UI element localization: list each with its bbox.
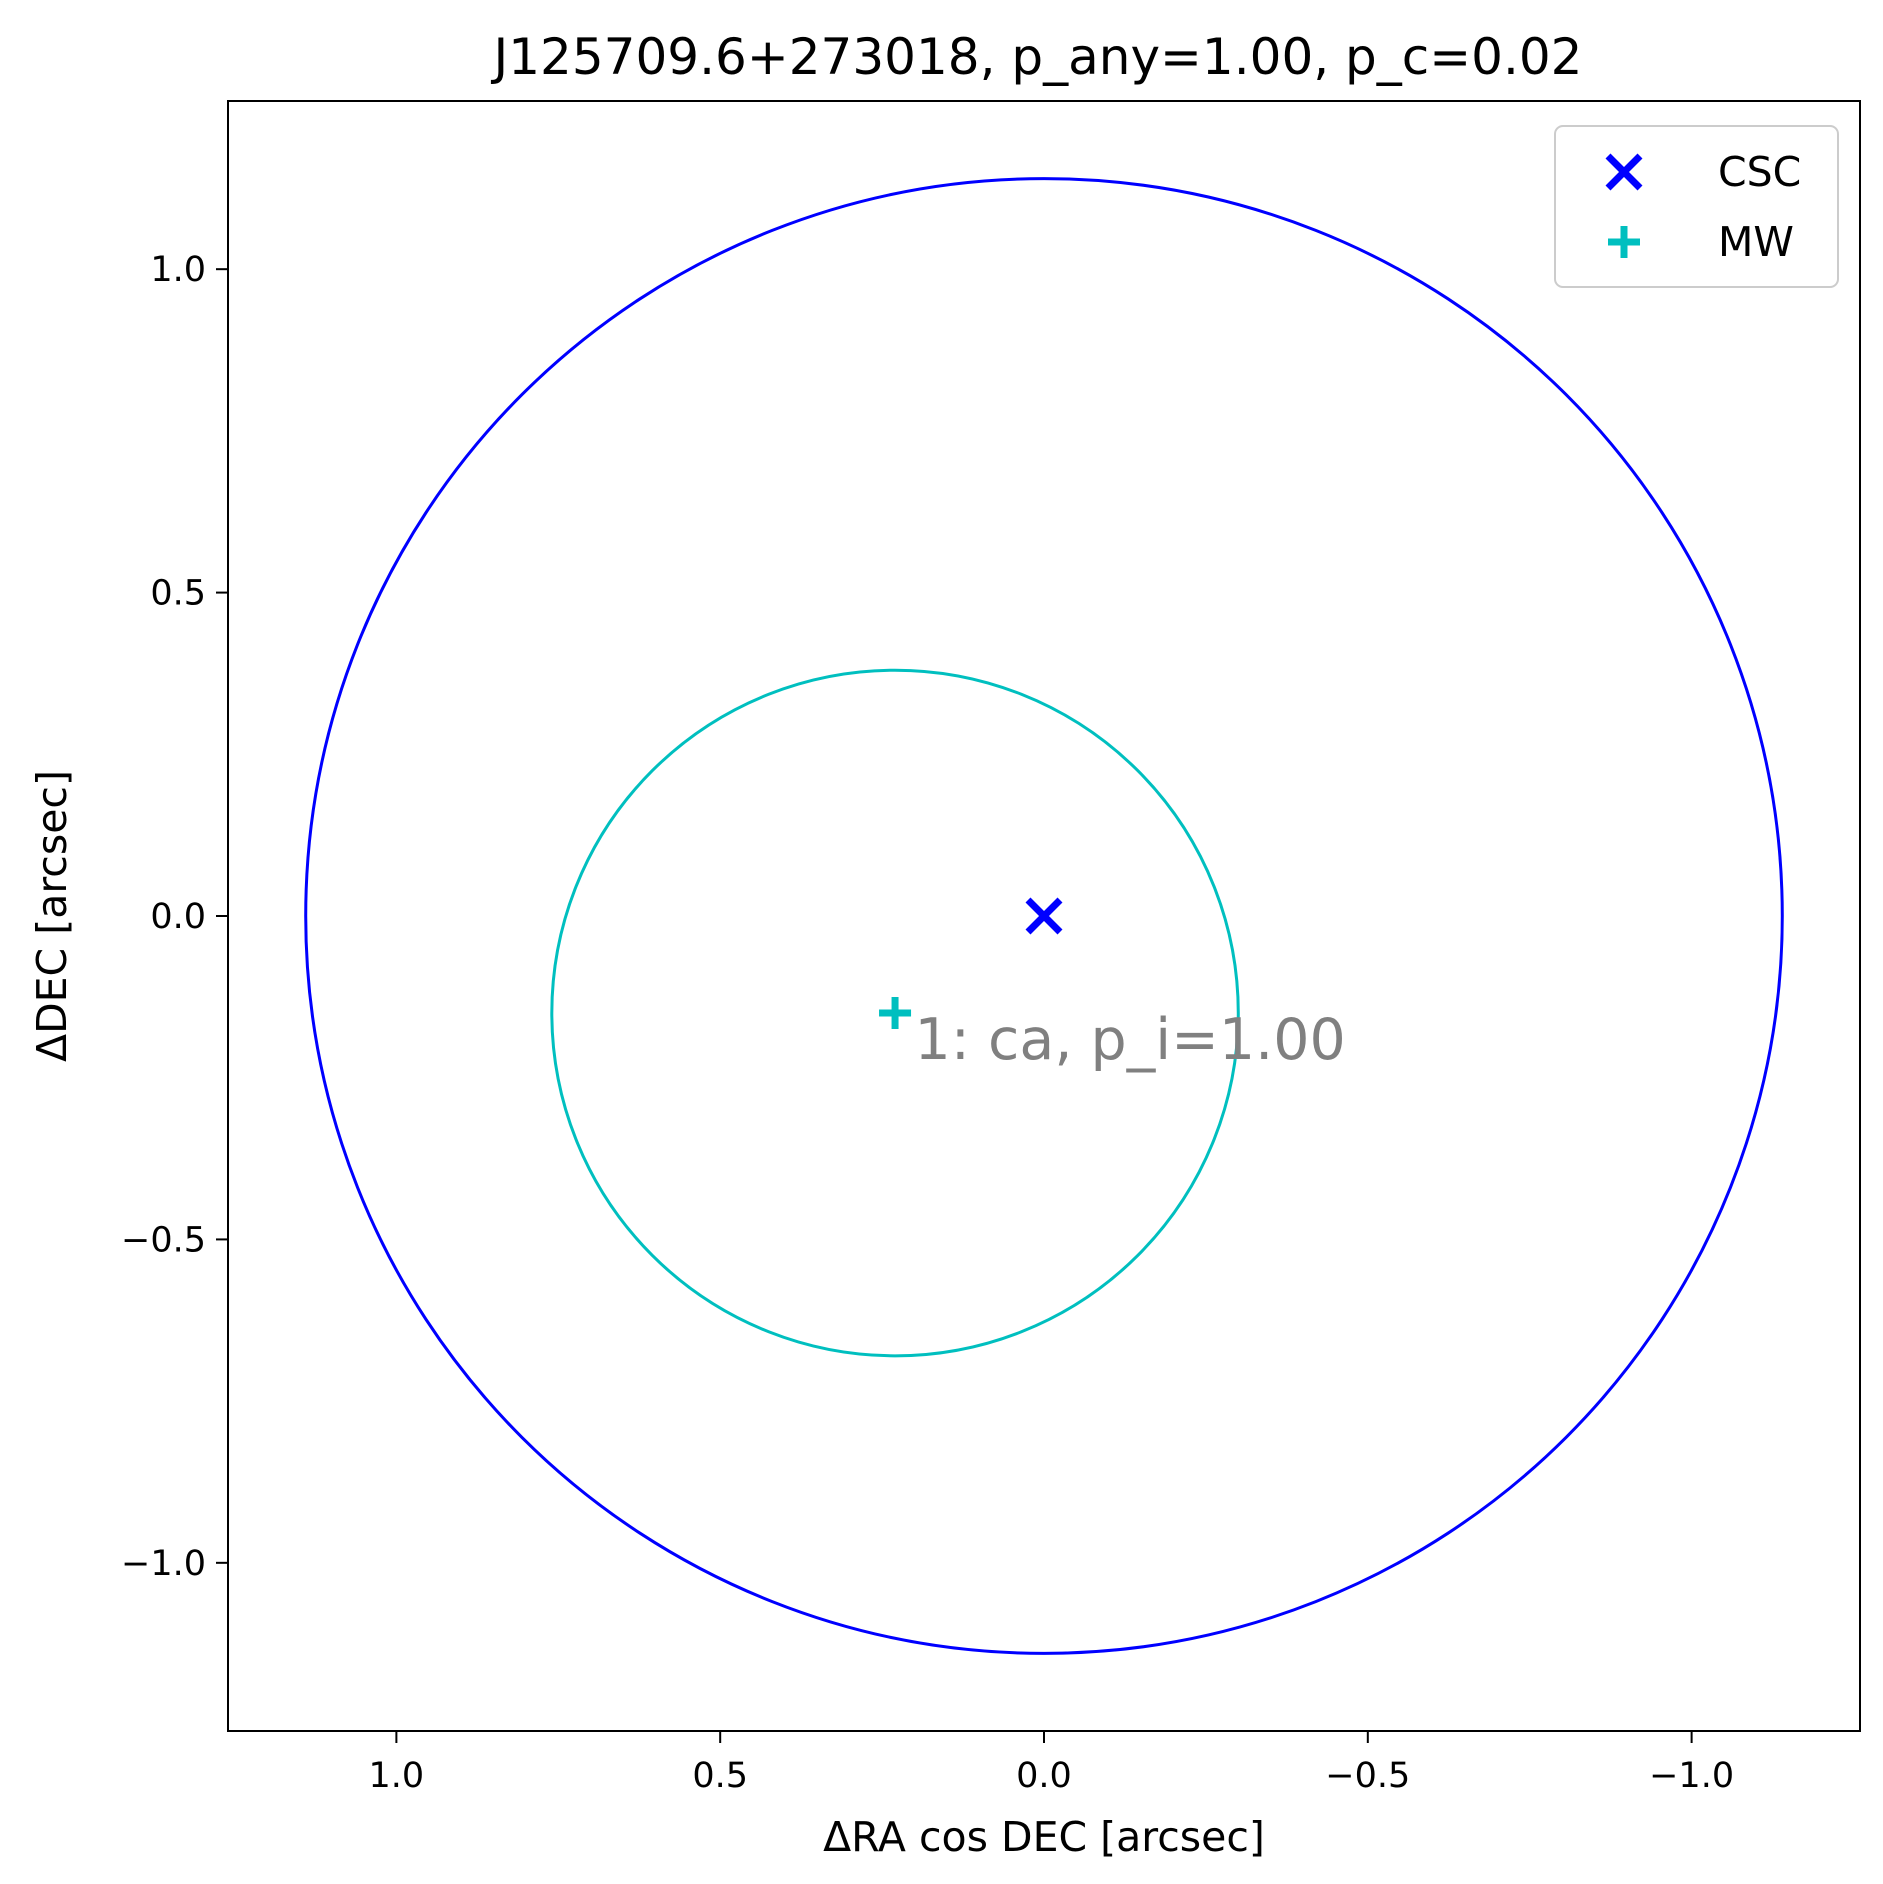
- x-tick-label: 0.0: [1016, 1756, 1072, 1796]
- csc-marker: [1025, 897, 1063, 935]
- y-tick-label: 1.0: [150, 250, 206, 290]
- plot-area: 1: ca, p_i=1.00: [227, 100, 1861, 1732]
- legend-label: MW: [1718, 218, 1794, 266]
- x-tick-label: −0.5: [1325, 1756, 1410, 1796]
- error-circle-0: [304, 177, 1784, 1655]
- annotation-label: 1: ca, p_i=1.00: [914, 1007, 1345, 1073]
- y-tick-label: −1.0: [121, 1544, 206, 1584]
- x-tick-label: 1.0: [369, 1756, 425, 1796]
- y-axis-title: ΔDEC [arcsec]: [28, 770, 76, 1062]
- legend-entry-mw: MW: [1608, 218, 1794, 266]
- y-tick-label: 0.0: [150, 897, 206, 937]
- y-tick-label: −0.5: [121, 1220, 206, 1260]
- x-axis-title: ΔRA cos DEC [arcsec]: [823, 1813, 1265, 1861]
- legend-mw-marker: [1608, 226, 1640, 258]
- x-axis: 1.0 0.5 0.0 −0.5 −1.0: [369, 1731, 1734, 1796]
- error-circle-1: [550, 668, 1240, 1358]
- x-tick-label: −1.0: [1649, 1756, 1734, 1796]
- y-tick-label: 0.5: [150, 574, 206, 614]
- legend-csc-marker: [1605, 153, 1643, 191]
- marker-stroke: [1025, 897, 1063, 935]
- legend-label: CSC: [1718, 148, 1801, 196]
- x-tick-label: 0.5: [692, 1756, 748, 1796]
- mw-marker: [879, 997, 912, 1030]
- y-axis: 1.0 0.5 0.0 −0.5 −1.0: [121, 250, 228, 1584]
- legend: CSC MW: [1554, 125, 1839, 288]
- marker-stroke: [1605, 153, 1643, 191]
- chart-title: J125709.6+273018, p_any=1.00, p_c=0.02: [491, 28, 1583, 86]
- legend-entry-csc: CSC: [1605, 148, 1801, 196]
